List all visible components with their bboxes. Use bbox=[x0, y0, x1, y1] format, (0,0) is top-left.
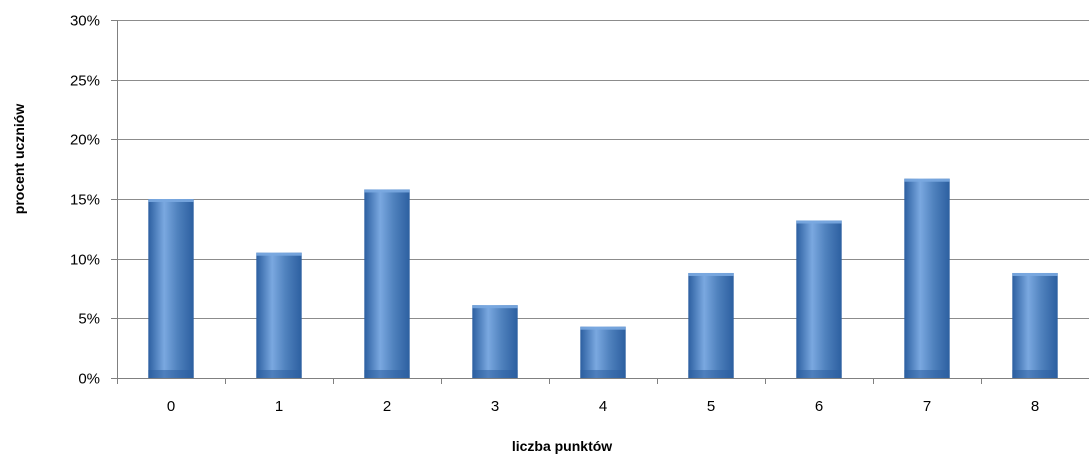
bar-bottom-shade bbox=[580, 370, 626, 378]
x-tick-label: 1 bbox=[275, 398, 283, 415]
bar-top-highlight bbox=[904, 178, 950, 182]
y-tick-label: 0% bbox=[78, 371, 100, 388]
y-tick-label: 15% bbox=[70, 192, 100, 209]
x-tick-label: 4 bbox=[599, 398, 607, 415]
bar-top-highlight bbox=[472, 305, 518, 309]
bar-body bbox=[688, 272, 734, 378]
bar-body bbox=[580, 326, 626, 378]
bar-body bbox=[256, 252, 302, 378]
bar-body bbox=[148, 199, 194, 378]
bar bbox=[1012, 272, 1058, 378]
x-axis-title: liczba punktów bbox=[512, 438, 612, 454]
bar-top-highlight bbox=[256, 252, 302, 256]
x-tick-label: 7 bbox=[923, 398, 931, 415]
bar-bottom-shade bbox=[364, 370, 410, 378]
y-tick-label: 30% bbox=[70, 13, 100, 30]
bars bbox=[148, 178, 1058, 378]
bar-body bbox=[796, 220, 842, 378]
bar-bottom-shade bbox=[472, 370, 518, 378]
bar-top-highlight bbox=[688, 272, 734, 276]
y-tick-label: 20% bbox=[70, 132, 100, 149]
bar-bottom-shade bbox=[148, 370, 194, 378]
bar bbox=[580, 326, 626, 378]
y-tick-label: 10% bbox=[70, 252, 100, 269]
bar-body bbox=[472, 305, 518, 378]
bar bbox=[148, 199, 194, 378]
bar bbox=[472, 305, 518, 378]
bar-bottom-shade bbox=[1012, 370, 1058, 378]
bar bbox=[904, 178, 950, 378]
bar-bottom-shade bbox=[256, 370, 302, 378]
x-tick-label: 3 bbox=[491, 398, 499, 415]
bar-top-highlight bbox=[148, 199, 194, 202]
x-tick-label: 8 bbox=[1031, 398, 1039, 415]
bar bbox=[688, 272, 734, 378]
bar-body bbox=[1012, 272, 1058, 378]
bar-top-highlight bbox=[796, 220, 842, 224]
bar-bottom-shade bbox=[904, 370, 950, 378]
x-tick-label: 6 bbox=[815, 398, 823, 415]
bar bbox=[796, 220, 842, 378]
bar-top-highlight bbox=[1012, 272, 1058, 276]
x-tick-label: 5 bbox=[707, 398, 715, 415]
bar-top-highlight bbox=[580, 326, 626, 330]
y-tick-label: 25% bbox=[70, 73, 100, 90]
tick-labels: 0% 5% 10% 15% 20% 25% 30% 0 1 2 3 4 5 6 7 8 bbox=[70, 13, 1039, 416]
bar bbox=[256, 252, 302, 378]
x-tick-label: 0 bbox=[167, 398, 175, 415]
bar-top-highlight bbox=[364, 189, 410, 193]
y-axis-title: procent uczniów bbox=[11, 104, 27, 215]
bar-bottom-shade bbox=[796, 370, 842, 378]
bar bbox=[364, 189, 410, 378]
bar-body bbox=[364, 189, 410, 378]
bar-bottom-shade bbox=[688, 370, 734, 378]
y-tick-label: 5% bbox=[78, 311, 100, 328]
axes bbox=[111, 20, 1089, 384]
bar-body bbox=[904, 178, 950, 378]
x-tick-label: 2 bbox=[383, 398, 391, 415]
